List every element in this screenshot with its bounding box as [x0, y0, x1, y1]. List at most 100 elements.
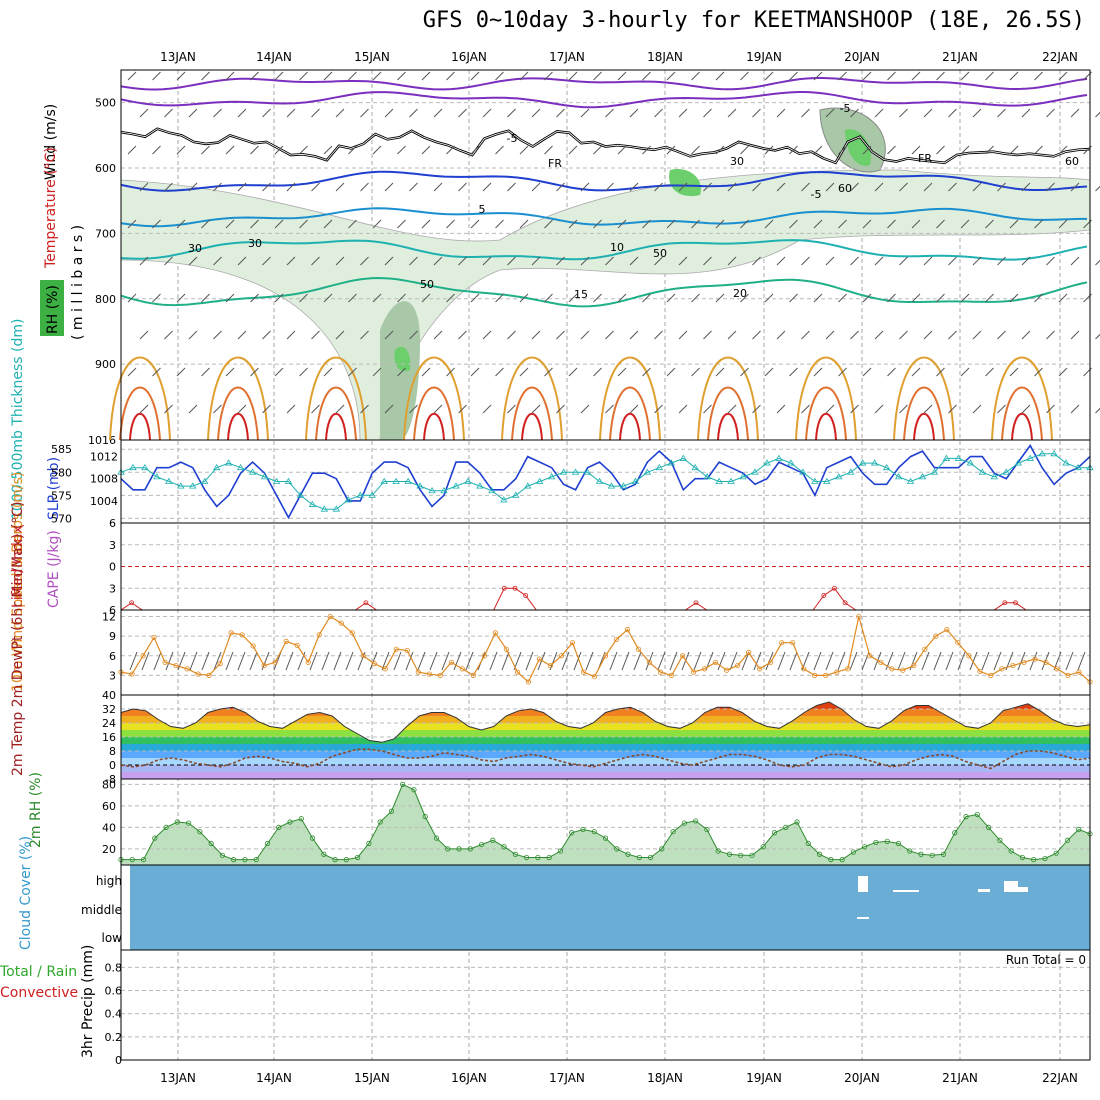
wind-barb	[519, 367, 529, 377]
wind-barb	[997, 182, 1006, 192]
rh2m-line-marker	[1042, 855, 1048, 862]
rh2m-line-marker	[726, 851, 733, 857]
li-marker	[129, 600, 135, 606]
rh2m-line-marker	[591, 829, 597, 835]
wind-barb	[323, 145, 333, 155]
wind10-line-marker	[635, 646, 642, 652]
wind-barb	[666, 293, 676, 303]
isotherm-25	[305, 356, 367, 441]
wind-barb	[568, 367, 578, 377]
thickness-line-marker	[763, 459, 771, 466]
li-ylabel: Lifted Index	[10, 526, 26, 608]
wind-barb	[274, 71, 284, 81]
isotherm-35	[1011, 412, 1033, 441]
isotherm-25	[403, 356, 465, 441]
panel-frame-thickness_slp	[120, 439, 1091, 524]
cloud-patch	[1004, 881, 1018, 892]
isotherm-30	[903, 386, 945, 441]
wind10-line-marker	[305, 659, 311, 665]
wind-barb	[776, 182, 786, 192]
wind-barb	[335, 256, 345, 266]
wind-barb	[360, 330, 369, 340]
wind-barb	[446, 145, 455, 155]
isotherm-25	[207, 356, 269, 441]
wind10-line-marker	[569, 640, 576, 646]
wind-barb	[703, 182, 712, 192]
rh2m-line-marker	[715, 848, 721, 854]
wind10-barb	[333, 651, 342, 671]
isotherm-30	[707, 386, 749, 441]
wind-barb	[838, 145, 847, 155]
wind-barb	[495, 71, 504, 81]
wind10-line-marker	[448, 659, 454, 665]
thickness-line-marker	[727, 477, 735, 484]
panel-frame-precip	[120, 949, 1091, 1061]
pressure-tick: 1016	[88, 434, 116, 447]
wind-barb	[360, 256, 369, 266]
wind10-line-marker	[646, 659, 653, 665]
thickness-line-marker	[739, 473, 747, 480]
rh2m-line-marker	[760, 844, 766, 850]
thickness-line-marker	[715, 477, 723, 484]
thickness-line-marker	[751, 468, 759, 475]
wind-barb	[813, 367, 823, 377]
wind-barb	[593, 219, 602, 229]
wind10-line-marker	[1043, 659, 1049, 665]
wind-barb	[1046, 182, 1055, 192]
wind10-line-marker	[779, 640, 785, 646]
thickness-line-marker	[224, 459, 233, 466]
wind-barb	[568, 219, 578, 229]
wind-barb	[874, 182, 884, 192]
rh2m-line-marker	[816, 851, 823, 857]
wind-barb	[519, 293, 529, 303]
wind-barb	[348, 219, 357, 229]
wind-barb	[678, 256, 688, 266]
isotherm-35	[815, 412, 837, 441]
wind-barb	[654, 182, 663, 192]
thickness-line-marker	[823, 477, 831, 484]
thickness-line-marker	[1062, 459, 1070, 466]
wind-barb	[850, 182, 859, 192]
wind10-line-marker	[657, 669, 664, 675]
wind-barb	[972, 404, 982, 414]
wind-barb	[629, 330, 639, 340]
cloud-patch	[857, 917, 869, 919]
wind-barb	[911, 71, 921, 81]
wind-barb	[874, 108, 884, 118]
wind-barb	[960, 367, 970, 377]
wind-barb	[421, 219, 431, 229]
thickness-line-marker	[177, 482, 185, 489]
wind-barb	[813, 145, 823, 155]
wind-barb	[531, 330, 541, 340]
wind-barb	[740, 293, 749, 303]
wind10-line-marker	[702, 666, 708, 672]
wind-barb	[127, 71, 137, 81]
rh2m-line-marker	[152, 835, 158, 841]
rh2m-line-marker	[366, 840, 372, 847]
rh2m-line-marker	[197, 829, 203, 835]
wind10-line-marker	[239, 632, 245, 638]
wind-barb	[948, 404, 957, 414]
wind-barb	[813, 71, 823, 81]
wind-barb	[740, 367, 749, 377]
wind-barb	[727, 108, 737, 118]
wind10-line-marker	[735, 662, 741, 669]
wind-barb	[789, 367, 798, 377]
wind-barb	[580, 256, 590, 266]
pressure-tick: 500	[95, 97, 116, 110]
rh-shade-green	[394, 346, 411, 372]
thickness-line-marker	[1002, 468, 1010, 475]
rh-contour-label: 60	[1065, 155, 1079, 168]
wind10-line-marker	[613, 636, 620, 643]
wind10-line-marker	[889, 666, 895, 672]
wind10-line-marker	[944, 627, 950, 633]
thickness-tick: 585	[51, 443, 72, 456]
wind-barb	[862, 219, 872, 229]
wind-barb	[617, 293, 627, 303]
thickness-line-marker	[667, 459, 676, 466]
wind10-line-marker	[173, 662, 179, 669]
wind-barb	[789, 145, 798, 155]
rh2m-line-marker	[388, 808, 395, 814]
wind-barb	[152, 71, 161, 81]
cloud-level-label: middle	[81, 903, 122, 917]
